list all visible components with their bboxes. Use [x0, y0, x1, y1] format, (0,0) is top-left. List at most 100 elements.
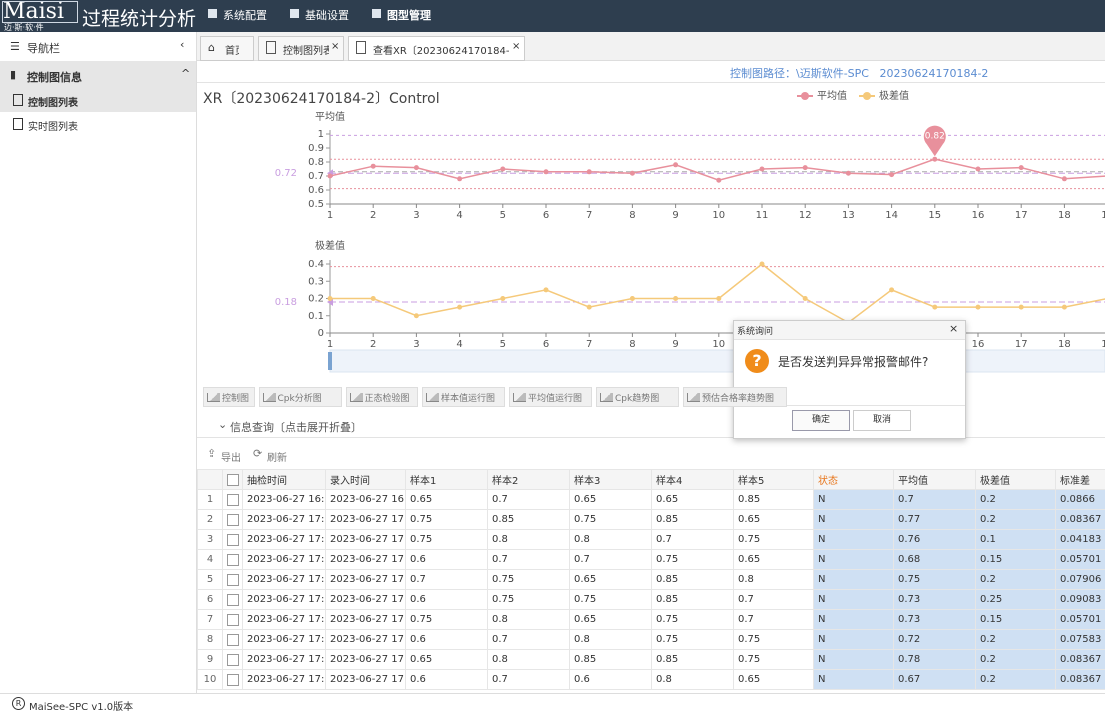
top-bar: Maisi 迈·斯·软·件 过程统计分析: [0, 0, 1105, 32]
x-tick-label: 2: [370, 210, 376, 221]
x-tick-label: 6: [543, 210, 549, 221]
table-row[interactable]: 22023-06-27 17:082023-06-27 17:080.750.8…: [198, 510, 1105, 530]
table-cell: 0.8: [488, 530, 570, 550]
action-icon: ⇪: [207, 447, 216, 460]
chart-button[interactable]: 平均值运行图: [509, 387, 592, 407]
data-point: [673, 296, 678, 301]
table-row[interactable]: 32023-06-27 17:092023-06-27 17:090.750.8…: [198, 530, 1105, 550]
side-item[interactable]: 控制图列表: [0, 88, 196, 112]
x-tick-label: 7: [586, 339, 592, 350]
table-cell: [223, 550, 243, 570]
table-cell: 0.2: [976, 570, 1056, 590]
zoom-slider[interactable]: [330, 350, 1105, 372]
data-point: [803, 165, 808, 170]
table-row[interactable]: 82023-06-27 17:102023-06-27 17:100.60.70…: [198, 630, 1105, 650]
table-cell: 0.65: [570, 570, 652, 590]
checkbox[interactable]: [227, 634, 239, 646]
header-cell: 样本1: [406, 470, 488, 490]
table-row[interactable]: 92023-06-27 17:112023-06-27 17:110.650.8…: [198, 650, 1105, 670]
table-row[interactable]: 62023-06-27 17:102023-06-27 17:100.60.75…: [198, 590, 1105, 610]
x-tick-label: 8: [629, 210, 635, 221]
chart-button[interactable]: Cpk分析图: [259, 387, 342, 407]
table-cell: 0.2: [976, 650, 1056, 670]
table-row[interactable]: 52023-06-27 17:092023-06-27 17:090.70.75…: [198, 570, 1105, 590]
data-point: [328, 174, 333, 179]
table-cell: N: [814, 630, 894, 650]
table-wrap: 抽检时间录入时间样本1样本2样本3样本4样本5状态平均值极差值标准差12023-…: [197, 469, 1105, 693]
tab-icon: [356, 41, 366, 54]
x-tick-label: 3: [413, 210, 419, 221]
table-cell: 2023-06-27 17:10: [326, 610, 406, 630]
table-cell: 0.75: [734, 630, 814, 650]
dialog-close[interactable]: ×: [949, 322, 958, 335]
checkbox[interactable]: [227, 614, 239, 626]
checkbox[interactable]: [227, 514, 239, 526]
footer: R MaiSee-SPC v1.0版本: [0, 693, 1105, 713]
confirm-button[interactable]: 确定: [792, 410, 850, 431]
charts: 平均值平均值0.50.60.70.80.910.7212345678910111…: [197, 82, 1105, 382]
data-point: [328, 296, 333, 301]
menu-item[interactable]: 系统配置: [223, 7, 267, 23]
checkbox[interactable]: [227, 594, 239, 606]
checkbox[interactable]: [227, 554, 239, 566]
table-row[interactable]: 72023-06-27 17:102023-06-27 17:100.750.8…: [198, 610, 1105, 630]
side-item[interactable]: 实时图列表: [0, 112, 196, 136]
table-cell: 2023-06-27 17:11: [326, 670, 406, 690]
table-cell: 0.65: [406, 650, 488, 670]
table-cell: 0.75: [406, 530, 488, 550]
side-label: 控制图列表: [28, 94, 78, 109]
table-row[interactable]: 12023-06-27 16:072023-06-27 16:070.650.7…: [198, 490, 1105, 510]
table-cell: 0.08367: [1056, 670, 1105, 690]
menu-icon: [208, 9, 217, 18]
table-cell: 2023-06-27 17:10: [243, 610, 326, 630]
chart-button[interactable]: 预估合格率趋势图: [683, 387, 787, 407]
checkbox[interactable]: [227, 654, 239, 666]
tab-close[interactable]: ×: [512, 41, 520, 52]
table-cell: 0.8: [570, 530, 652, 550]
slider-handle[interactable]: [328, 352, 332, 370]
tab[interactable]: ⌂首页: [200, 36, 254, 61]
dialog-message: 是否发送判异异常报警邮件?: [778, 353, 928, 370]
checkbox[interactable]: [227, 474, 239, 486]
table-cell: N: [814, 570, 894, 590]
table-cell: 0.6: [570, 670, 652, 690]
cancel-button[interactable]: 取消: [853, 410, 911, 431]
tab[interactable]: 查看XR〔20230624170184-2〕×: [348, 36, 525, 61]
checkbox[interactable]: [227, 494, 239, 506]
menu-item[interactable]: 图型管理: [387, 7, 431, 23]
table-row[interactable]: 42023-06-27 17:092023-06-27 17:090.60.70…: [198, 550, 1105, 570]
table-cell: 0.77: [894, 510, 976, 530]
x-tick-label: 1: [327, 210, 333, 221]
group-row[interactable]: ▮ 控制图信息 ^: [0, 61, 196, 88]
chart-button[interactable]: 控制图: [203, 387, 255, 407]
collapse[interactable]: ‹: [180, 38, 184, 51]
chart-button[interactable]: 正态检验图: [346, 387, 419, 407]
section-title[interactable]: 信息查询〔点击展开折叠〕: [230, 419, 362, 435]
table-cell: 0.75: [734, 650, 814, 670]
action-button[interactable]: 刷新: [267, 449, 287, 464]
dialog: 系统询问 × ? 是否发送判异异常报警邮件? 确定 取消: [733, 320, 966, 439]
data-point: [371, 296, 376, 301]
checkbox[interactable]: [227, 574, 239, 586]
data-point: [371, 164, 376, 169]
table-cell: 0.73: [894, 610, 976, 630]
table-cell: 0.72: [894, 630, 976, 650]
chart-button[interactable]: 样本值运行图: [422, 387, 505, 407]
table-row[interactable]: 102023-06-27 17:112023-06-27 17:110.60.7…: [198, 670, 1105, 690]
data-point: [1062, 176, 1067, 181]
table-cell: 0.85: [488, 510, 570, 530]
tab[interactable]: 控制图列表×: [258, 36, 344, 61]
chart-button[interactable]: Cpk趋势图: [596, 387, 679, 407]
table-cell: 0.7: [734, 610, 814, 630]
data-point: [673, 162, 678, 167]
y-tick-label: 0.3: [308, 276, 324, 287]
header-cell: 样本4: [652, 470, 734, 490]
action-button[interactable]: 导出: [221, 449, 241, 464]
table-cell: 0.6: [406, 550, 488, 570]
menu-item[interactable]: 基础设置: [305, 7, 349, 23]
side-label: 实时图列表: [28, 118, 78, 133]
x-tick-label: 10: [712, 339, 725, 350]
checkbox[interactable]: [227, 674, 239, 686]
tab-close[interactable]: ×: [331, 41, 339, 52]
checkbox[interactable]: [227, 534, 239, 546]
